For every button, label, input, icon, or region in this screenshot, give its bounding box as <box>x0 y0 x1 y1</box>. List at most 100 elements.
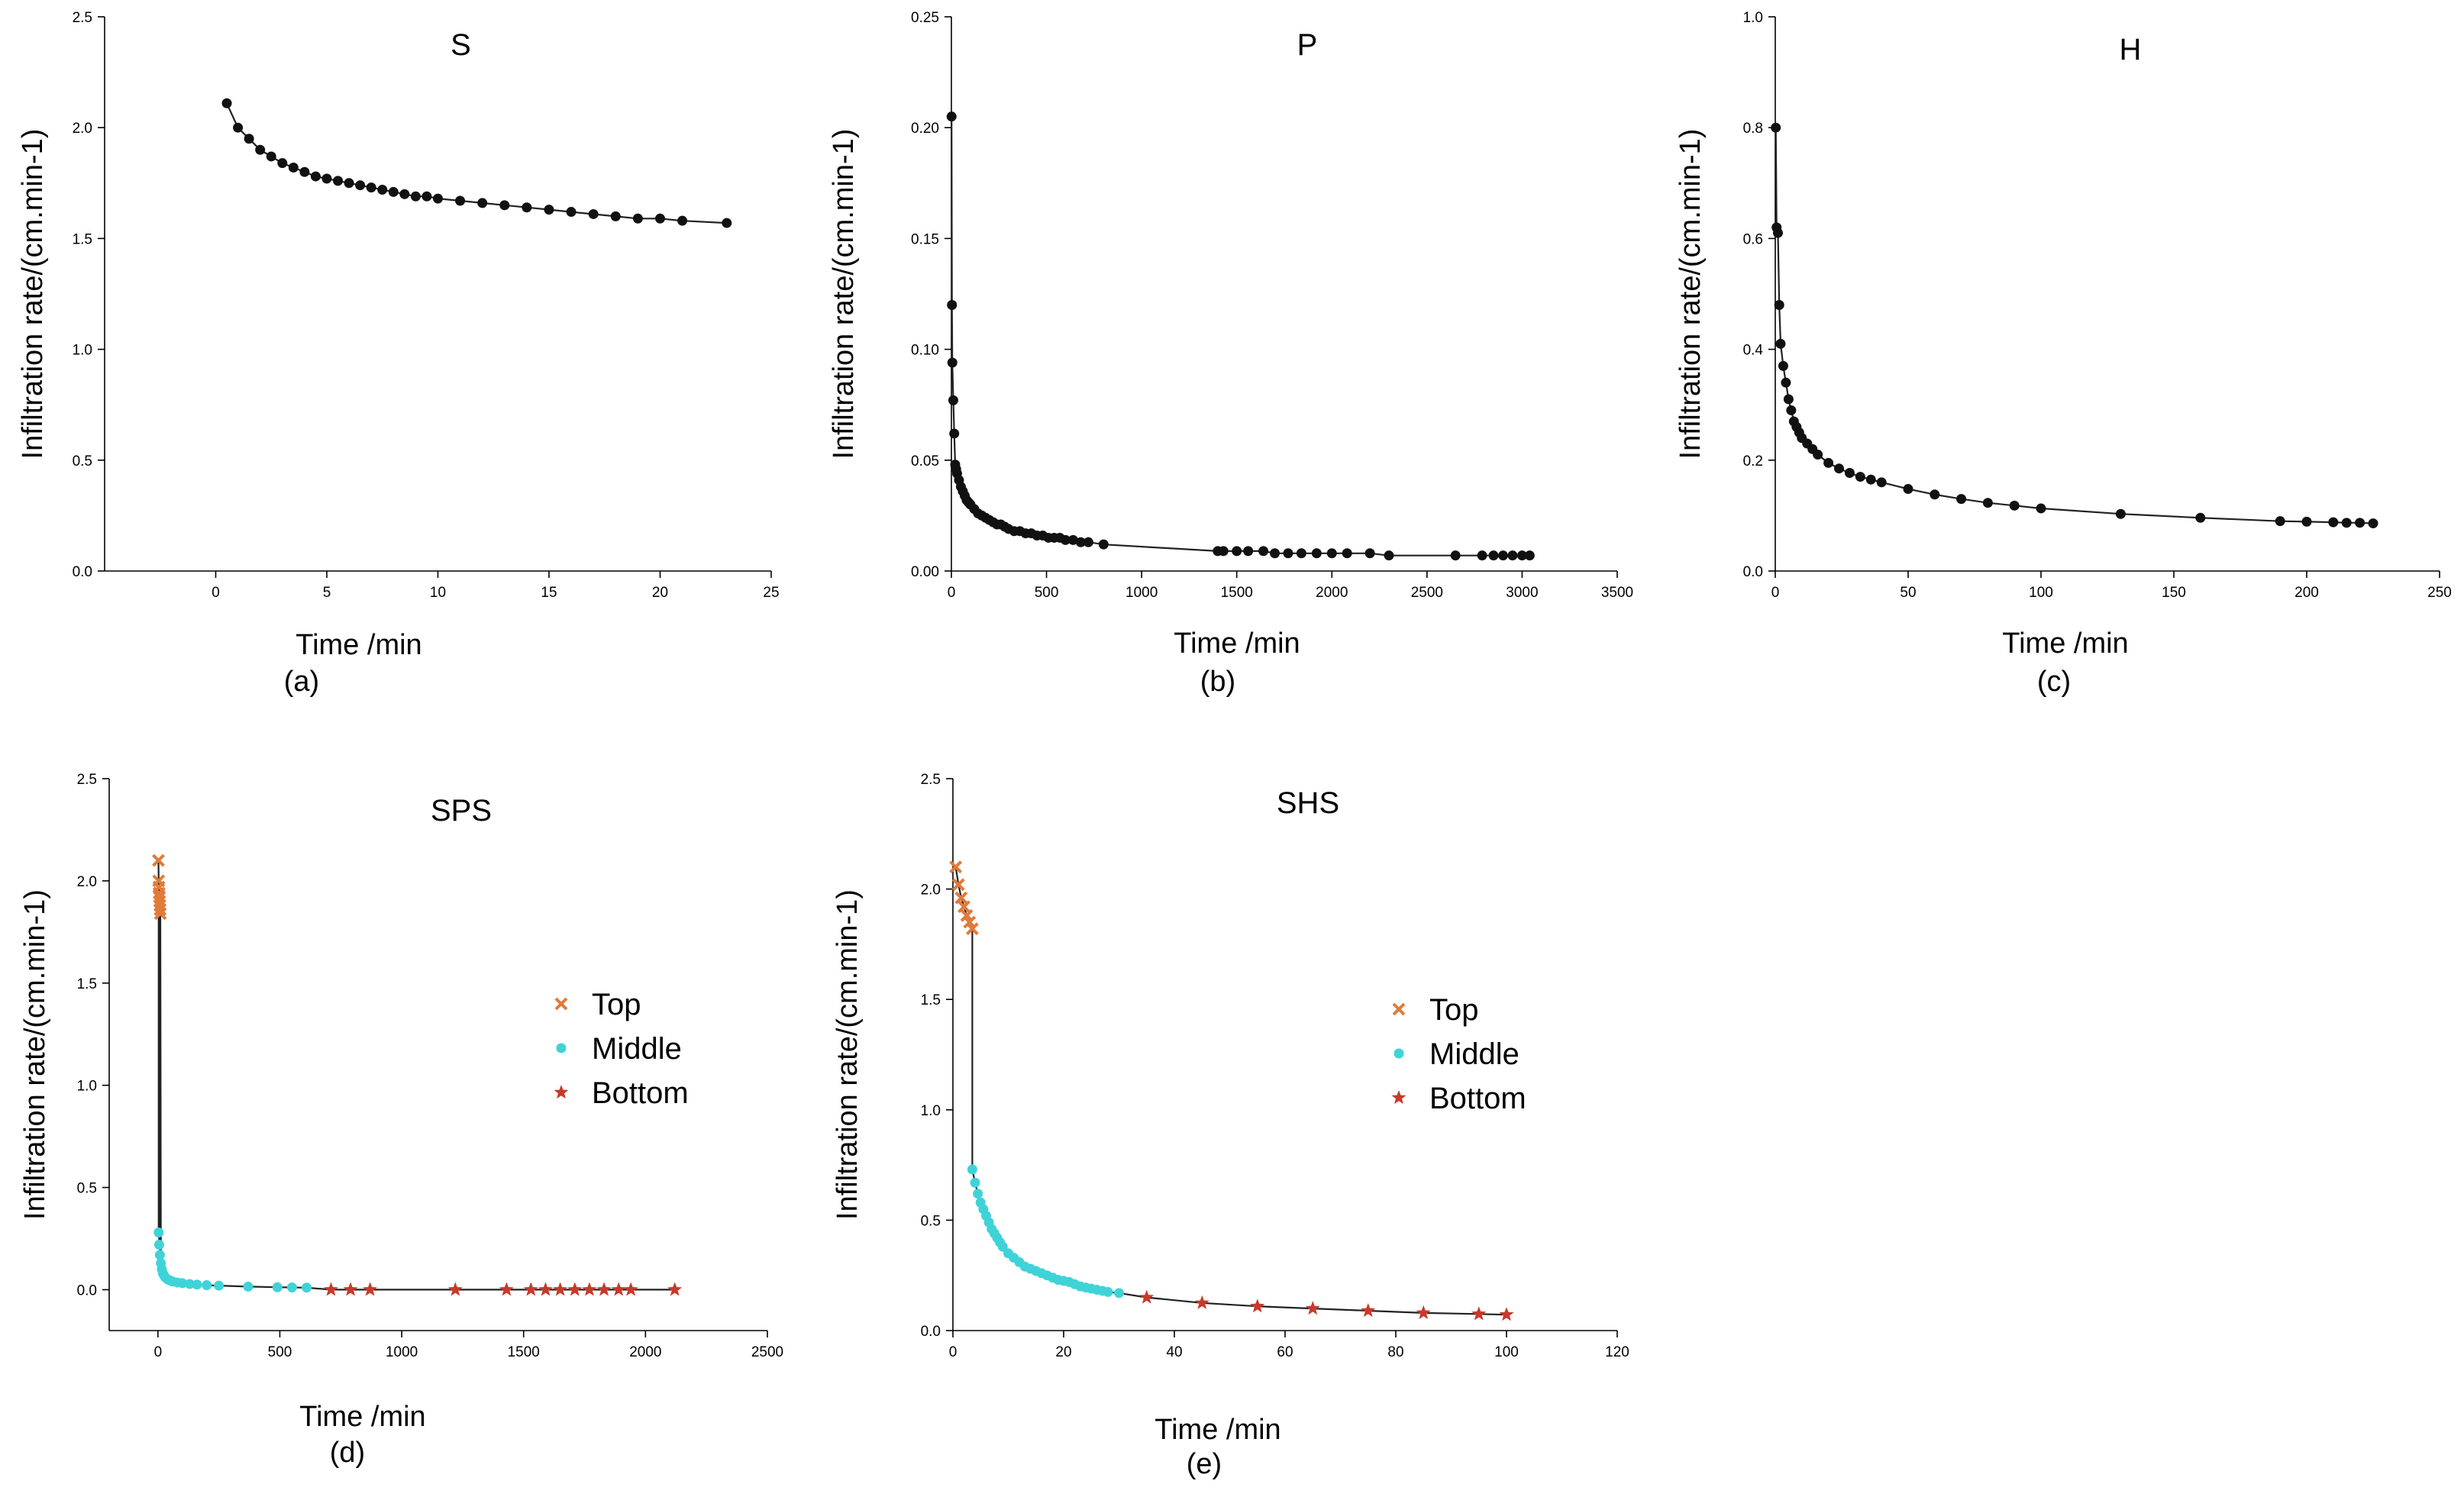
x-tick-label: 1000 <box>386 1344 418 1360</box>
data-point <box>1250 1299 1265 1313</box>
x-tick-label: 0 <box>949 1344 958 1360</box>
data-point <box>1232 546 1242 557</box>
legend-marker <box>554 997 568 1011</box>
data-point <box>1774 300 1784 311</box>
data-point <box>153 902 167 916</box>
data-point <box>1139 1289 1154 1304</box>
data-point <box>1258 546 1269 557</box>
data-point <box>667 1282 683 1296</box>
data-point <box>1855 472 1865 482</box>
data-point <box>1450 550 1461 561</box>
x-tick-label: 0 <box>948 585 956 601</box>
series-bottom <box>324 1282 683 1296</box>
panel-caption: (b) <box>1200 666 1235 698</box>
x-tick-label: 25 <box>763 585 779 601</box>
y-tick-label: 0.0 <box>921 1324 941 1340</box>
y-tick-label: 0.0 <box>73 564 92 580</box>
x-tick-label: 150 <box>2162 585 2186 601</box>
data-point <box>947 357 958 368</box>
data-point <box>2355 518 2366 528</box>
x-tick-label: 250 <box>2427 585 2452 601</box>
y-tick-label: 0.25 <box>911 10 939 26</box>
x-tick-label: 3000 <box>1506 585 1538 601</box>
legend-marker <box>554 1085 569 1099</box>
x-tick-label: 500 <box>268 1344 292 1360</box>
data-point <box>343 1282 358 1296</box>
data-point <box>1342 548 1352 559</box>
data-point <box>1060 534 1071 545</box>
x-tick-label: 1500 <box>1221 585 1253 601</box>
data-point <box>2368 518 2378 529</box>
data-point <box>477 198 488 208</box>
y-tick-label: 0.8 <box>1743 121 1763 137</box>
data-point <box>1326 548 1337 559</box>
data-point <box>233 122 244 133</box>
data-point <box>1813 450 1823 460</box>
y-tick-label: 2.0 <box>921 882 941 899</box>
data-point <box>302 1282 312 1293</box>
data-point <box>1903 484 1913 495</box>
x-tick-label: 0 <box>212 585 220 601</box>
panel-caption: (e) <box>1187 1448 1222 1480</box>
data-point <box>544 205 554 215</box>
data-point <box>947 300 958 311</box>
data-point <box>214 1280 224 1291</box>
data-point <box>1786 405 1797 415</box>
data-point <box>266 151 276 162</box>
data-point <box>499 1282 514 1296</box>
data-point <box>1507 550 1518 561</box>
data-point <box>566 207 576 218</box>
data-point <box>611 1282 626 1296</box>
legend-marker <box>556 1043 567 1053</box>
y-tick-label: 1.0 <box>73 343 92 359</box>
y-tick-label: 0.2 <box>1743 453 1763 469</box>
x-tick-label: 60 <box>1277 1344 1293 1360</box>
data-point <box>522 202 532 213</box>
data-point <box>2036 503 2046 514</box>
x-axis-title: Time /min <box>1154 1414 1280 1446</box>
data-point <box>1876 477 1887 488</box>
data-point <box>388 186 399 197</box>
data-point <box>244 134 254 144</box>
data-point <box>1865 474 1876 485</box>
legend: Top Middle Bottom <box>1391 993 1526 1115</box>
data-point <box>455 195 466 206</box>
data-point <box>2275 516 2285 527</box>
data-point <box>965 922 979 936</box>
data-point <box>582 1282 597 1296</box>
x-tick-label: 15 <box>541 585 557 601</box>
data-point <box>1103 1286 1113 1297</box>
data-point <box>324 1282 338 1296</box>
data-point <box>722 218 732 228</box>
data-point <box>363 1282 378 1296</box>
fit-curve <box>951 116 1530 557</box>
y-tick-label: 2.5 <box>77 772 97 788</box>
chart-panel-1: 0 5 10 15 20 25 0.0 0.5 1.0 1.5 2.0 2.5 S Time /min In… <box>17 10 780 698</box>
panel-caption: (d) <box>330 1437 365 1469</box>
data-point <box>288 162 299 173</box>
data-point <box>1778 360 1788 371</box>
x-tick-label: 120 <box>1605 1344 1629 1360</box>
data-point <box>2195 512 2206 523</box>
data-point <box>1982 498 1993 508</box>
x-tick-label: 100 <box>2029 585 2053 601</box>
x-tick-label: 100 <box>1494 1344 1519 1360</box>
x-tick-label: 20 <box>1055 1344 1071 1360</box>
y-tick-label: 0.0 <box>1743 564 1763 580</box>
data-point <box>1524 550 1535 561</box>
y-tick-label: 1.5 <box>77 976 97 992</box>
data-point <box>1498 550 1509 561</box>
y-tick-label: 2.0 <box>73 121 92 137</box>
data-point <box>153 1227 164 1237</box>
data-point <box>1772 227 1783 238</box>
data-point <box>184 1279 195 1289</box>
chart-title: S <box>450 28 471 62</box>
legend-label: Top <box>592 988 641 1021</box>
data-point <box>973 1189 983 1199</box>
data-point <box>277 158 288 169</box>
data-point <box>596 1282 612 1296</box>
x-tick-label: 1500 <box>508 1344 540 1360</box>
data-point <box>1305 1301 1320 1315</box>
x-axis-title: Time /min <box>1174 628 1300 660</box>
y-tick-label: 0.6 <box>1743 231 1763 247</box>
